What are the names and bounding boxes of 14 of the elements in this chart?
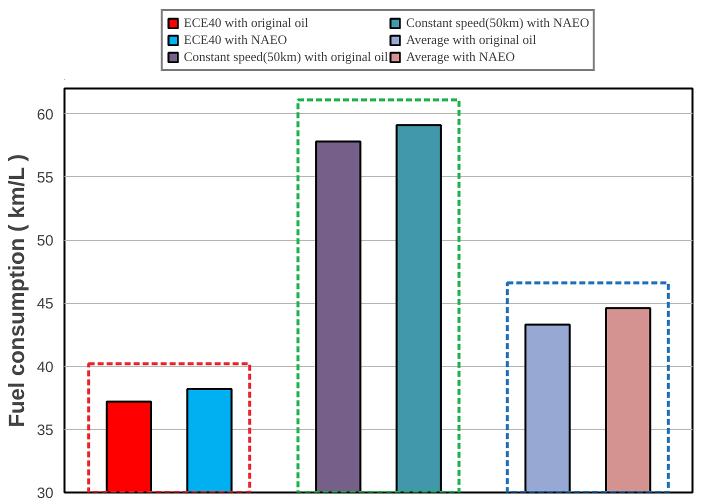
legend-label: ECE40 with original oil	[184, 15, 308, 31]
y-tick-label: 45	[36, 296, 54, 313]
y-tick-label: 55	[36, 169, 54, 186]
y-tick-label: 30	[36, 485, 54, 502]
y-axis-title: Fuel consumption ( km/L )	[4, 154, 29, 428]
y-tick-label: 40	[36, 358, 54, 376]
y-tick-label: 50	[36, 232, 54, 250]
legend-label: Constant speed(50km) with NAEO	[406, 15, 590, 31]
y-tick-label: 35	[36, 422, 54, 439]
legend-label: Average with NAEO	[406, 49, 515, 65]
legend-label: ECE40 with NAEO	[184, 32, 288, 48]
legend-label: Average with original oil	[406, 32, 536, 48]
y-tick-label: 60	[36, 106, 54, 124]
legend-label: Constant speed(50km) with original oil	[184, 49, 388, 65]
